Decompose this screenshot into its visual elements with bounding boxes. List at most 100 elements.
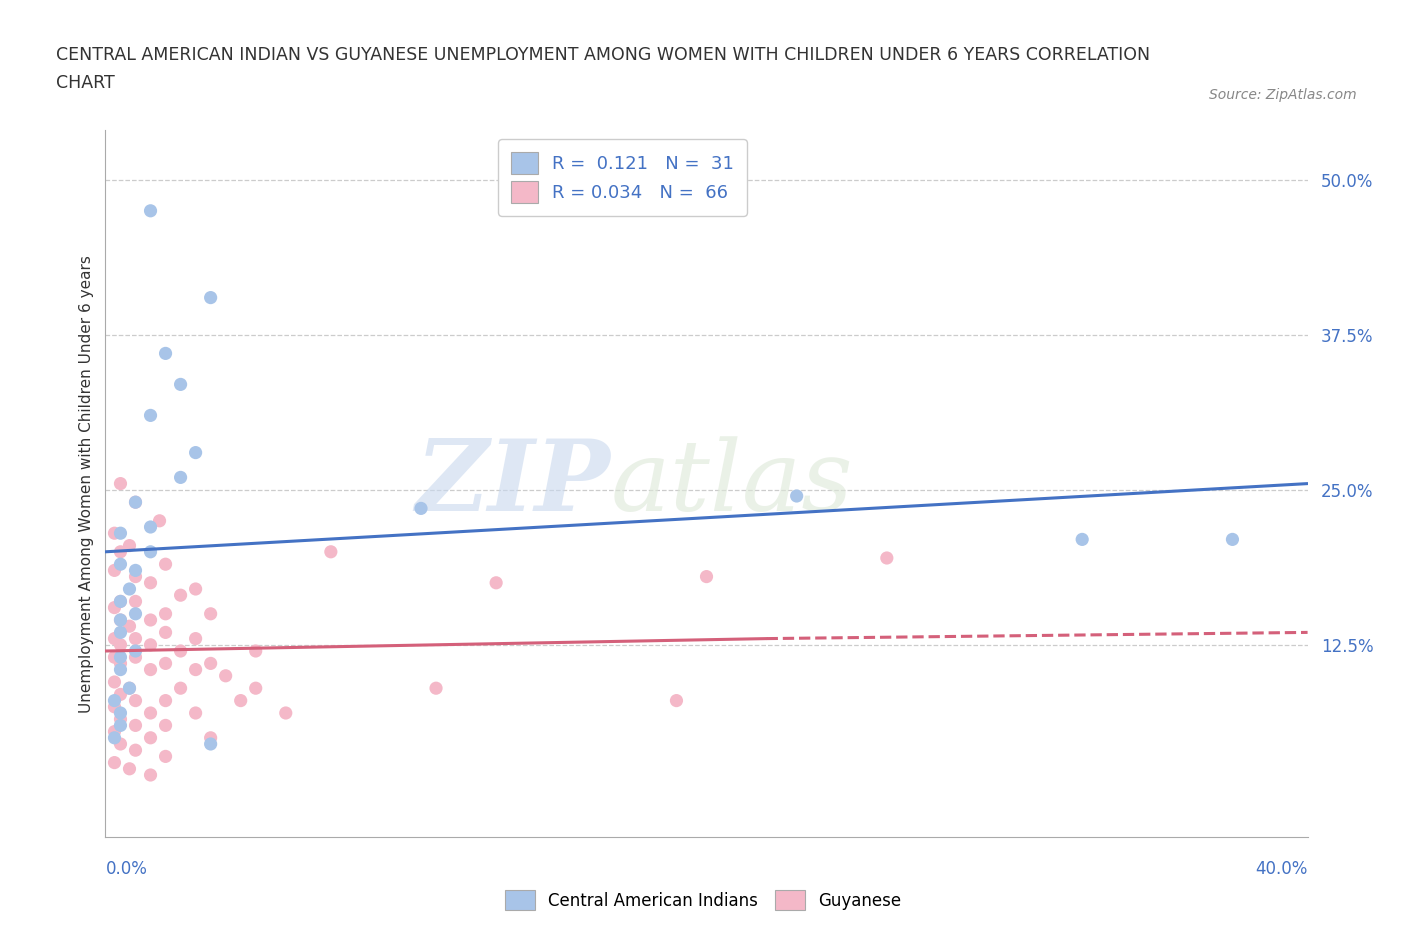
Point <box>409 501 432 516</box>
Text: CHART: CHART <box>56 74 115 92</box>
Point <box>139 730 162 745</box>
Point <box>169 644 191 658</box>
Point <box>184 445 207 460</box>
Point <box>110 687 132 702</box>
Point <box>139 613 162 628</box>
Text: Source: ZipAtlas.com: Source: ZipAtlas.com <box>1209 88 1357 102</box>
Point <box>155 693 177 708</box>
Point <box>425 681 447 696</box>
Point <box>103 693 125 708</box>
Point <box>139 520 162 535</box>
Point <box>110 711 132 726</box>
Point <box>103 600 125 615</box>
Point <box>124 569 146 584</box>
Point <box>110 656 132 671</box>
Point <box>124 693 146 708</box>
Point <box>110 625 132 640</box>
Legend: Central American Indians, Guyanese: Central American Indians, Guyanese <box>498 884 908 917</box>
Point <box>155 749 177 764</box>
Point <box>200 730 222 745</box>
Point <box>139 408 162 423</box>
Point <box>148 513 170 528</box>
Point <box>124 743 146 758</box>
Point <box>139 637 162 652</box>
Point <box>200 606 222 621</box>
Point <box>124 650 146 665</box>
Point <box>139 767 162 782</box>
Point <box>118 618 141 633</box>
Point <box>214 669 236 684</box>
Point <box>103 631 125 646</box>
Text: 0.0%: 0.0% <box>105 860 148 878</box>
Point <box>184 662 207 677</box>
Point <box>103 674 125 689</box>
Point <box>110 650 132 665</box>
Point <box>200 290 222 305</box>
Point <box>485 576 508 591</box>
Point <box>110 557 132 572</box>
Point <box>118 581 141 596</box>
Point <box>110 637 132 652</box>
Point <box>696 569 718 584</box>
Point <box>155 718 177 733</box>
Text: atlas: atlas <box>610 436 853 531</box>
Point <box>155 656 177 671</box>
Point <box>124 563 146 578</box>
Point <box>110 718 132 733</box>
Point <box>124 644 146 658</box>
Point <box>118 681 141 696</box>
Point <box>103 525 125 540</box>
Point <box>169 470 191 485</box>
Text: 40.0%: 40.0% <box>1256 860 1308 878</box>
Point <box>200 737 222 751</box>
Point <box>1071 532 1094 547</box>
Point <box>110 476 132 491</box>
Point <box>169 588 191 603</box>
Point <box>124 495 146 510</box>
Point <box>169 377 191 392</box>
Point <box>118 538 141 553</box>
Point <box>155 606 177 621</box>
Point <box>124 718 146 733</box>
Point <box>245 644 267 658</box>
Point <box>169 681 191 696</box>
Point <box>103 699 125 714</box>
Point <box>1222 532 1244 547</box>
Point <box>103 755 125 770</box>
Point <box>665 693 688 708</box>
Legend: R =  0.121   N =  31, R = 0.034   N =  66: R = 0.121 N = 31, R = 0.034 N = 66 <box>498 140 747 216</box>
Point <box>155 557 177 572</box>
Point <box>110 544 132 559</box>
Y-axis label: Unemployment Among Women with Children Under 6 years: Unemployment Among Women with Children U… <box>79 255 94 712</box>
Point <box>139 204 162 219</box>
Point <box>876 551 898 565</box>
Point <box>103 730 125 745</box>
Point <box>124 631 146 646</box>
Point <box>184 706 207 721</box>
Point <box>155 625 177 640</box>
Point <box>110 706 132 721</box>
Point <box>124 495 146 510</box>
Point <box>103 724 125 739</box>
Point <box>110 613 132 628</box>
Point <box>110 662 132 677</box>
Point <box>103 563 125 578</box>
Point <box>124 594 146 609</box>
Text: ZIP: ZIP <box>415 435 610 532</box>
Point <box>110 594 132 609</box>
Point <box>139 544 162 559</box>
Point <box>139 576 162 591</box>
Point <box>110 525 132 540</box>
Point <box>229 693 252 708</box>
Point <box>184 631 207 646</box>
Point <box>124 606 146 621</box>
Point <box>139 662 162 677</box>
Point <box>103 650 125 665</box>
Point <box>245 681 267 696</box>
Point <box>274 706 297 721</box>
Point <box>200 656 222 671</box>
Point <box>155 346 177 361</box>
Point <box>110 613 132 628</box>
Point <box>184 581 207 596</box>
Point <box>319 544 342 559</box>
